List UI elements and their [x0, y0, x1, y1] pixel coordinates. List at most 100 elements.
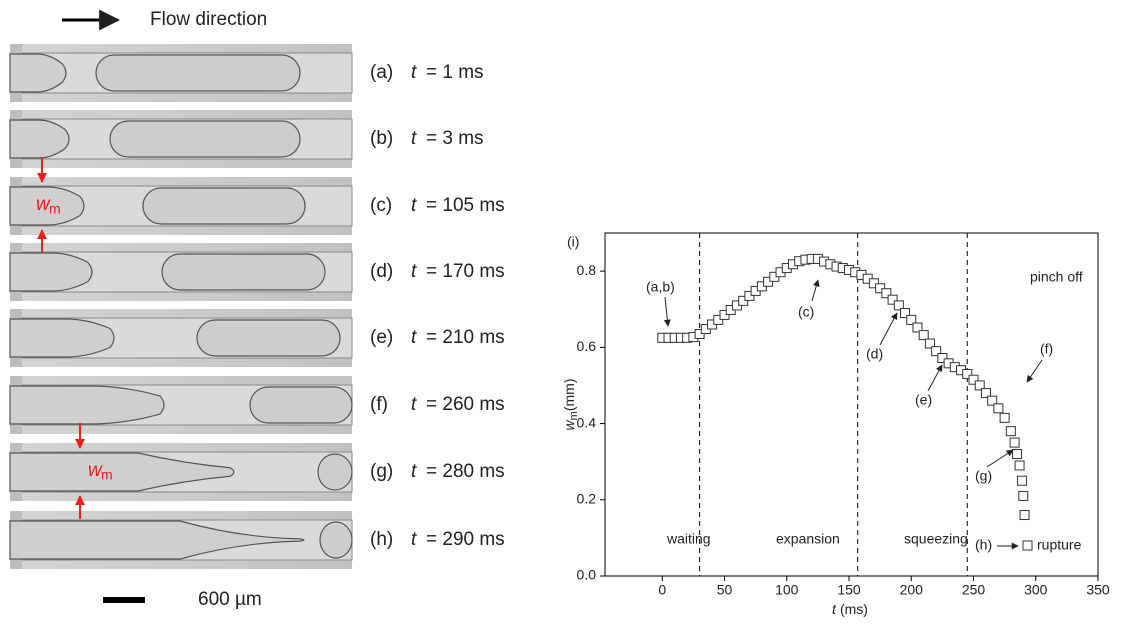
annotation: (e): [915, 392, 932, 408]
phase-label: expansion: [776, 531, 840, 547]
droplet: [161, 253, 326, 291]
panel-label: (a): [370, 62, 393, 83]
x-tick-label: 300: [1024, 582, 1048, 598]
data-point: [912, 322, 923, 333]
x-tick-label: 100: [775, 582, 799, 598]
y-tick-label: 0.2: [577, 490, 597, 506]
time-value: = 280 ms: [426, 461, 505, 482]
annotation: (a,b): [646, 279, 675, 295]
annotation: (g): [975, 468, 992, 484]
micrograph: [9, 376, 353, 434]
droplet: [249, 386, 353, 424]
data-point: [881, 288, 892, 299]
chart: 0 50 100 150 200 250 300 350 0.0 0.2 0.4 0.6 0.8 t (ms…: [561, 232, 1110, 617]
phase-label: pinch off: [1030, 269, 1083, 285]
data-point: [924, 338, 935, 349]
scale-label: 600 µm: [198, 589, 262, 610]
data-point: [1018, 490, 1029, 501]
data-point: [1019, 510, 1030, 521]
y-tick-label: 0.6: [577, 338, 597, 354]
micrograph: [9, 177, 353, 235]
data-point: [1009, 437, 1020, 448]
time-var: t: [411, 394, 417, 415]
data-point: [968, 374, 979, 385]
time-var: t: [411, 327, 417, 348]
y-tick-label: 0.4: [577, 414, 597, 430]
x-tick-label: 0: [658, 582, 666, 598]
time-var: t: [411, 128, 417, 149]
y-axis-var: w: [561, 419, 577, 430]
width-subscript: m: [49, 201, 61, 217]
time-value: = 210 ms: [426, 327, 505, 348]
annotation: (c): [798, 304, 814, 320]
droplet: [109, 120, 301, 158]
panel-label: (c): [370, 195, 392, 216]
droplet: [95, 54, 301, 92]
time-var: t: [411, 195, 417, 216]
panel-label: (i): [567, 234, 579, 250]
data-point: [900, 308, 911, 319]
data-point: [1017, 475, 1028, 486]
width-symbol: w: [36, 194, 51, 215]
panel-label: (e): [370, 327, 393, 348]
plug: [9, 385, 165, 425]
time-value: = 290 ms: [426, 529, 505, 550]
panel-label: (h): [370, 529, 393, 550]
plug: [9, 252, 93, 292]
micrograph: [9, 243, 353, 301]
x-axis-var: t: [832, 601, 837, 617]
data-point: [937, 353, 948, 364]
data-point: [931, 346, 942, 357]
micrograph: [9, 443, 353, 501]
data-point: [993, 403, 1004, 414]
y-axis-sub: m: [568, 411, 580, 420]
data-point: [918, 330, 929, 341]
annotation: rupture: [1037, 537, 1082, 553]
panel-label: (b): [370, 128, 393, 149]
time-var: t: [411, 62, 417, 83]
panel-label: (g): [370, 461, 393, 482]
annotation: (d): [866, 346, 883, 362]
plug: [9, 520, 305, 560]
time-value: = 170 ms: [426, 261, 505, 282]
x-axis-unit: (ms): [840, 601, 868, 617]
y-axis-unit: (mm): [561, 379, 577, 412]
annotation-arrow: [663, 296, 671, 327]
plug: [9, 53, 67, 93]
plug: [9, 119, 70, 159]
annotation: (h): [975, 537, 992, 553]
time-value: = 105 ms: [426, 195, 505, 216]
time-var: t: [411, 461, 417, 482]
flow-label: Flow direction: [150, 9, 267, 30]
time-var: t: [411, 261, 417, 282]
time-value: = 3 ms: [426, 128, 484, 149]
plug: [9, 186, 85, 226]
x-tick-label: 150: [837, 582, 861, 598]
data-point: [962, 369, 973, 380]
y-tick-label: 0.8: [577, 262, 597, 278]
panel-label: (f): [370, 394, 388, 415]
width-symbol: w: [88, 460, 103, 481]
plot-frame: [604, 232, 1099, 577]
droplet: [317, 453, 353, 491]
y-tick-label: 0.0: [577, 567, 597, 583]
panel-label: (d): [370, 261, 393, 282]
droplet: [142, 187, 306, 225]
x-axis-label: t (ms): [832, 601, 868, 617]
annotation-arrow: [986, 449, 1014, 468]
annotation-arrow: [1026, 359, 1043, 383]
micrograph: [9, 110, 353, 168]
data-point: [1014, 460, 1025, 471]
data-point: [987, 395, 998, 406]
x-tick-label: 250: [962, 582, 986, 598]
micrograph: [9, 44, 353, 102]
phase-label: squeezing: [904, 531, 968, 547]
annotation-arrow: [879, 312, 898, 346]
scale-bar: [103, 597, 145, 603]
width-subscript: m: [101, 467, 113, 483]
micrograph: [9, 309, 353, 367]
plug: [9, 452, 235, 492]
plug: [9, 318, 115, 358]
